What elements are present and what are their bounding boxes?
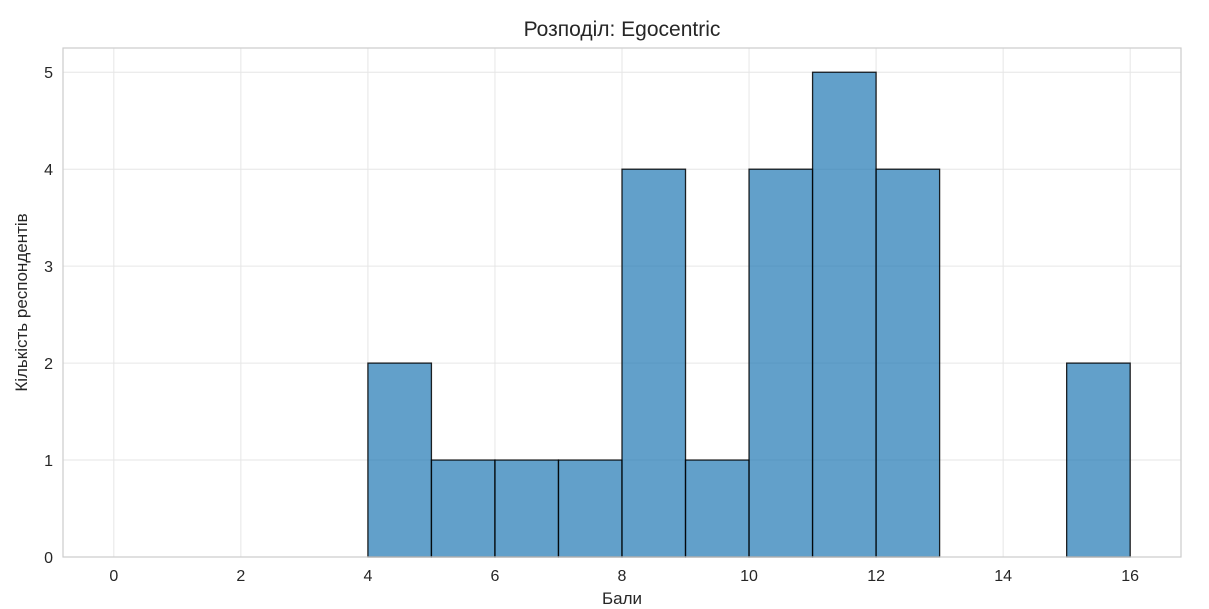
x-tick-label: 14 <box>994 568 1012 585</box>
y-tick-label: 2 <box>44 356 53 373</box>
y-tick-labels: 0 1 2 3 4 5 <box>44 65 53 567</box>
y-tick-label: 5 <box>44 65 53 82</box>
bars <box>367 71 1131 558</box>
histogram-bar <box>494 459 560 558</box>
x-tick-label: 10 <box>740 568 758 585</box>
histogram-bar <box>621 168 687 558</box>
histogram-bar <box>1066 362 1131 558</box>
x-tick-label: 8 <box>618 568 627 585</box>
histogram-bar <box>430 459 496 558</box>
x-tick-labels: 0 2 4 6 8 10 12 14 16 <box>109 568 1139 585</box>
plot-frame <box>62 47 1182 558</box>
y-axis-label: Кількість респондентів <box>12 213 31 391</box>
y-tick-label: 4 <box>44 162 53 179</box>
x-axis-label: Бали <box>602 589 642 608</box>
x-tick-label: 6 <box>491 568 500 585</box>
histogram-bar <box>684 459 750 558</box>
y-tick-label: 3 <box>44 259 53 276</box>
histogram-bar <box>367 362 433 558</box>
x-tick-label: 2 <box>236 568 245 585</box>
histogram-bar <box>811 71 877 558</box>
chart-title: Розподіл: Egocentric <box>524 18 721 41</box>
histogram-bar <box>557 459 623 558</box>
y-tick-label: 1 <box>44 453 53 470</box>
x-tick-label: 0 <box>109 568 118 585</box>
x-tick-label: 12 <box>867 568 885 585</box>
x-tick-label: 16 <box>1121 568 1139 585</box>
y-tick-label: 0 <box>44 550 53 567</box>
histogram-bar <box>875 168 941 558</box>
x-tick-label: 4 <box>363 568 372 585</box>
histogram-bar <box>748 168 814 558</box>
